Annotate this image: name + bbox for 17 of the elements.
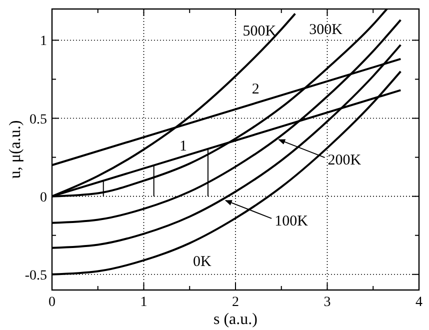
x-tick-label: 3 [324, 295, 331, 310]
x-tick-label: 1 [140, 295, 148, 310]
annotation: 300K [309, 22, 343, 38]
annotation: 100K [274, 213, 308, 230]
annotation: 1 [179, 138, 187, 155]
annotation: 2 [252, 82, 260, 98]
y-tick-label: 0.5 [30, 112, 47, 128]
annotation: 0K [193, 254, 212, 270]
y-tick-label: 0 [40, 190, 47, 206]
y-tick-label: 1 [40, 34, 47, 50]
y-axis-title: u, μ(a.u.) [7, 120, 24, 179]
x-tick-label: 2 [232, 295, 239, 310]
x-tick-label: 4 [416, 295, 422, 310]
annotation: 500K [242, 24, 276, 40]
annotation: 200K [328, 152, 362, 169]
x-axis-title: s (a.u.) [214, 311, 258, 328]
y-tick-label: -0.5 [24, 268, 47, 284]
